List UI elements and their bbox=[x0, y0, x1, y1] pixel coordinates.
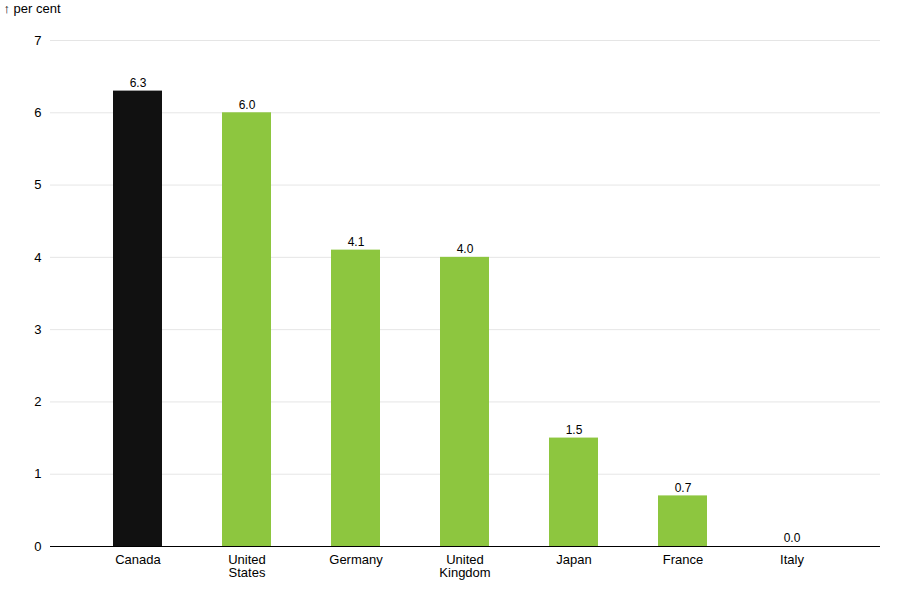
svg-text:4.1: 4.1 bbox=[348, 235, 365, 249]
svg-text:UnitedStates: UnitedStates bbox=[228, 552, 266, 580]
svg-text:Germany: Germany bbox=[329, 552, 383, 567]
svg-text:0: 0 bbox=[34, 539, 41, 554]
svg-text:6.0: 6.0 bbox=[239, 98, 256, 112]
svg-text:Italy: Italy bbox=[780, 552, 804, 567]
svg-text:France: France bbox=[663, 552, 703, 567]
svg-text:7: 7 bbox=[34, 33, 41, 48]
svg-text:Canada: Canada bbox=[115, 552, 161, 567]
svg-text:6: 6 bbox=[34, 105, 41, 120]
svg-text:6.3: 6.3 bbox=[130, 76, 147, 90]
svg-text:3: 3 bbox=[34, 322, 41, 337]
svg-text:↑ per cent: ↑ per cent bbox=[4, 1, 61, 16]
svg-text:0.7: 0.7 bbox=[675, 481, 692, 495]
svg-text:0.0: 0.0 bbox=[784, 531, 801, 545]
svg-text:1: 1 bbox=[34, 466, 41, 481]
svg-text:4.0: 4.0 bbox=[457, 242, 474, 256]
svg-text:5: 5 bbox=[34, 177, 41, 192]
svg-text:4: 4 bbox=[34, 250, 41, 265]
svg-text:2: 2 bbox=[34, 394, 41, 409]
svg-text:Japan: Japan bbox=[556, 552, 591, 567]
svg-text:UnitedKingdom: UnitedKingdom bbox=[439, 552, 490, 580]
svg-text:1.5: 1.5 bbox=[566, 423, 583, 437]
